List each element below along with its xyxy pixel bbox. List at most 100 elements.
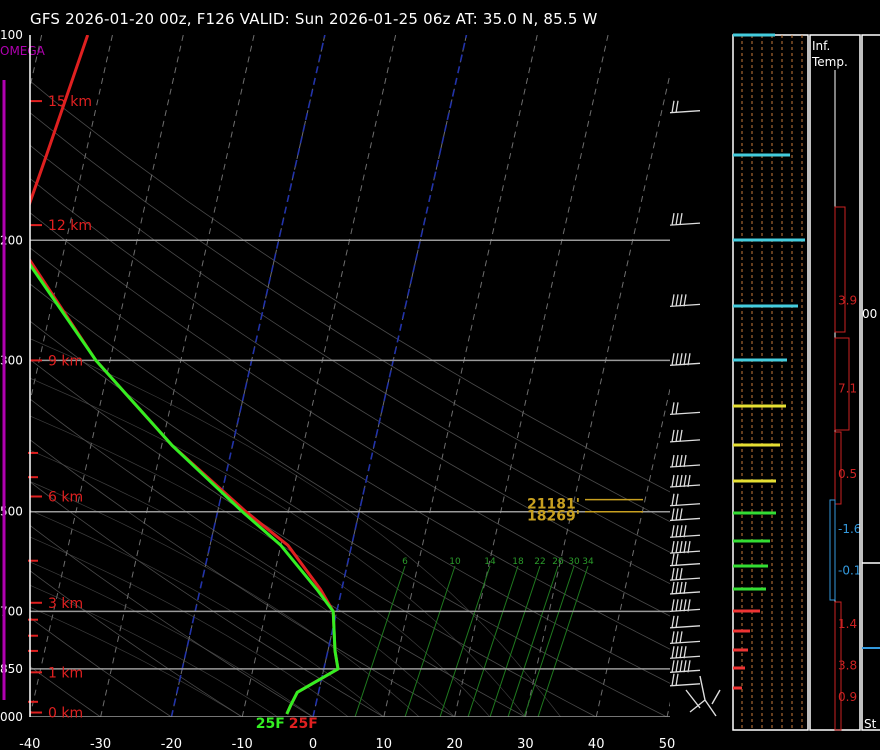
- pressure-tick-label: 100: [0, 28, 23, 42]
- temp-tick-label: 20: [446, 737, 463, 750]
- pressure-tick-label: 850: [0, 662, 23, 676]
- temp-tick-label: -20: [161, 737, 182, 750]
- wind-barb-stroke: [669, 553, 701, 567]
- grid-layer: [30, 35, 670, 717]
- pressure-tick-label: 700: [0, 604, 23, 618]
- pressure-tick-label: 200: [0, 233, 23, 247]
- wind-barb: [669, 660, 701, 673]
- profiles-layer: [30, 35, 340, 715]
- dewpoint-profile: [30, 262, 340, 715]
- wind-barb: [669, 402, 701, 416]
- mixing-ratio-line: [507, 565, 559, 717]
- wind-barb: [669, 581, 701, 595]
- inftemp-box: [834, 431, 842, 505]
- mixing-ratio-line: [489, 565, 541, 717]
- height-marker-label: 18269': [527, 509, 580, 525]
- dry-adiabat: [30, 570, 243, 717]
- mixing-ratio-line: [523, 565, 575, 717]
- temperature-profile: [30, 35, 340, 715]
- pressure-tick-label: 500: [0, 505, 23, 519]
- wind-barb: [669, 599, 701, 613]
- height-label: 0 km: [48, 706, 83, 722]
- isotherm-line: [100, 35, 255, 717]
- wind-barb: [669, 646, 701, 659]
- wind-barb-stroke: [669, 568, 701, 581]
- wind-barb-stroke: [669, 294, 701, 308]
- wind-barb-stroke: [669, 540, 701, 554]
- wind-barb-stroke: [669, 599, 701, 613]
- mixing-ratio-line: [467, 565, 519, 717]
- wind-barb-stroke: [669, 429, 701, 443]
- wind-barb: [669, 454, 701, 468]
- moist-adiabat: [30, 509, 385, 717]
- right-partial-label: 00: [862, 307, 877, 321]
- moist-adiabat: [30, 584, 278, 717]
- right-partial-panel: [861, 34, 880, 731]
- wind-barb-stroke: [669, 493, 701, 507]
- surface-temp-label: 25F: [289, 716, 318, 732]
- pressure-tick-label: 300: [0, 353, 23, 367]
- inftemp-box: [834, 206, 846, 333]
- height-label: 1 km: [48, 665, 83, 681]
- dry-adiabat: [30, 247, 670, 650]
- wind-barb: [669, 429, 701, 443]
- dry-adiabat: [30, 212, 670, 617]
- inftemp-value: 3.9: [838, 293, 857, 307]
- dry-adiabat: [30, 177, 670, 585]
- dry-adiabat: [30, 398, 526, 717]
- temp-tick-label: 0: [309, 737, 317, 750]
- wind-barb-stroke: [669, 474, 701, 488]
- height-label: 15 km: [48, 94, 92, 110]
- wind-barb-stroke: [669, 525, 701, 538]
- temp-tick-label: -10: [232, 737, 253, 750]
- wind-barb-stroke: [669, 581, 701, 595]
- wind-barb: [669, 508, 701, 522]
- moist-adiabat: [30, 377, 526, 717]
- moist-adiabat: [30, 536, 349, 717]
- height-label: 12 km: [48, 218, 92, 234]
- mixing-ratio-line: [537, 565, 589, 717]
- isotherm-line: [595, 386, 670, 717]
- highlight-isotherm: [312, 35, 468, 717]
- profile-strip: [732, 34, 809, 731]
- wind-barb: [669, 353, 701, 366]
- side-panels: [2, 33, 880, 731]
- wind-barb: [669, 615, 701, 629]
- inftemp-box: [834, 337, 850, 431]
- inftemp-value: -0.1: [838, 564, 861, 578]
- mixing-ratio-label: 26: [552, 557, 564, 567]
- right-partial-bottom-label: St: [864, 717, 877, 731]
- inftemp-value: 7.1: [838, 382, 857, 396]
- omega-label: OMEGA: [0, 44, 46, 58]
- dry-adiabat: [30, 481, 385, 717]
- isotherm-line: [383, 35, 538, 717]
- inftemp-box: [829, 499, 836, 601]
- inftemp-value: -1.6: [838, 522, 861, 536]
- isotherm-line: [454, 35, 609, 717]
- wind-barb-stroke: [669, 402, 701, 416]
- mixing-ratio-label: 10: [449, 557, 461, 567]
- wind-barb: [669, 568, 701, 581]
- height-label: 6 km: [48, 490, 83, 506]
- temp-tick-label: 40: [588, 737, 605, 750]
- wind-barb: [669, 294, 701, 308]
- wind-barb-stroke: [669, 508, 701, 522]
- dry-adiabat: [30, 112, 670, 523]
- mixing-ratio-line: [439, 565, 491, 717]
- dry-adiabat: [30, 439, 455, 717]
- temp-tick-label: -40: [19, 737, 40, 750]
- inftemp-value: 0.5: [838, 467, 857, 481]
- temp-tick-label: 10: [376, 737, 393, 750]
- inftemp-value: 0.9: [838, 690, 857, 704]
- wind-barb: [669, 474, 701, 488]
- moist-adiabat: [30, 561, 314, 717]
- isotherm-line: [666, 701, 670, 717]
- mixing-ratio-label: 6: [402, 557, 408, 567]
- wind-barb-stroke: [669, 213, 701, 226]
- inftemp-value: 1.4: [838, 617, 857, 631]
- mixing-ratio-label: 18: [512, 557, 524, 567]
- wind-barb: [669, 100, 701, 114]
- moist-adiabat: [30, 606, 243, 717]
- wind-barb-stroke: [669, 100, 701, 114]
